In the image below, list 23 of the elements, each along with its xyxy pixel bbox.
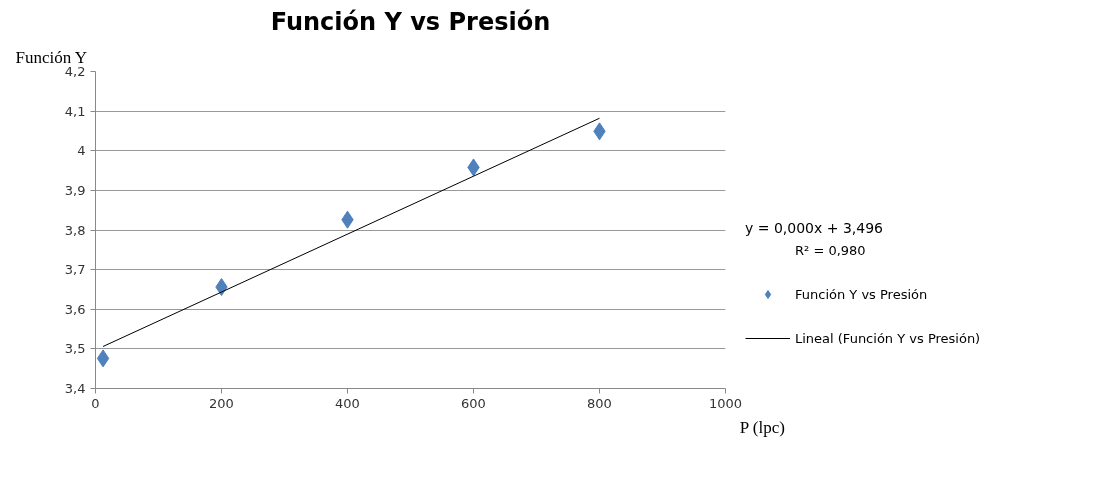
x-tick-label: 400 [335,395,360,411]
text: R² = 0,980 [795,242,866,258]
legend-label: Lineal (Función Y vs Presión) [795,330,981,346]
legend-label: Función Y vs Presión [795,286,928,302]
x-axis-title: P (lpc) [739,417,785,437]
x-tick-label: 600 [461,395,486,411]
y-tick-label: 3,4 [64,381,86,396]
point [96,349,110,368]
y-tick-label: 3,9 [64,182,86,198]
y-tick-label: 3,5 [64,341,86,357]
y-tick-label: 3,6 [64,301,86,317]
y-tick-label: 4 [77,143,86,159]
x-tick-label: 200 [209,395,234,411]
y-axis-title: Función Y [15,47,88,67]
y-tick-label: 3,7 [64,262,86,278]
x-tick-label: 800 [587,395,612,411]
chart-title: Función Y vs Presión [270,7,551,36]
y-tick-label: 4,2 [64,64,86,79]
y-tick-label: 4,1 [64,103,86,119]
text: y = 0,000x + 3,496 [745,220,884,236]
x-tick-label: 0 [91,395,100,411]
y-tick-label: 3,8 [64,222,86,238]
x-tick-label: 1000 [708,395,743,411]
